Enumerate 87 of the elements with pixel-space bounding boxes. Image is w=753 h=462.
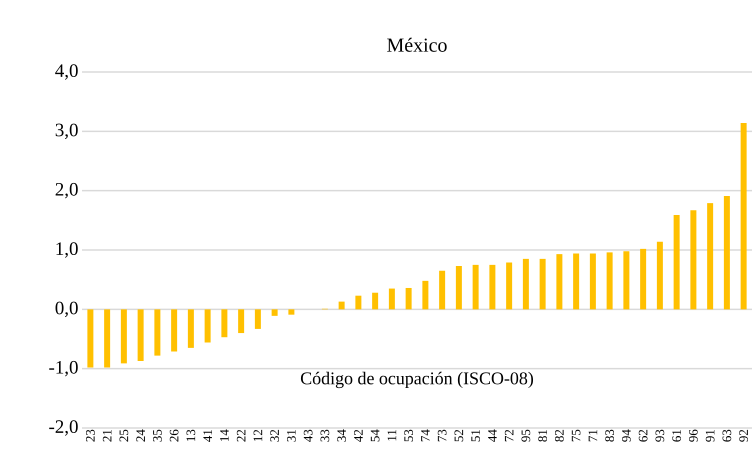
x-tick-label: 71 [588,430,598,442]
x-tick-label: 94 [622,429,631,442]
x-tick-label: 75 [572,430,580,442]
x-tick-label: 96 [689,430,698,442]
x-tick-label: 21 [102,430,112,442]
x-tick-label: 32 [270,430,279,442]
y-tick-label: 3,0 [56,124,78,140]
x-tick-label: 31 [287,430,296,442]
x-tick-label: 22 [236,430,246,442]
bar [204,309,211,343]
bar [522,258,529,310]
bar [439,270,446,310]
bar [656,242,663,310]
x-tick-label: 44 [488,429,497,442]
bar [171,309,178,352]
bar [674,214,680,310]
x-tick-label: 41 [203,430,212,442]
bar [590,254,596,310]
bar [355,296,362,310]
x-tick-label: 61 [672,430,681,442]
bar [740,123,747,310]
x-tick-label: 54 [370,429,380,442]
bar [254,309,261,329]
x-axis-title: Código de ocupación (ISCO-08) [300,372,534,388]
x-tick-label: 92 [739,430,748,442]
x-tick-label: 43 [304,430,312,442]
y-tick-label: -1,0 [49,360,78,376]
chart-title: México [387,38,447,52]
x-tick-label: 51 [471,430,480,442]
x-tick-label: 12 [254,430,262,442]
y-tick-label: 2,0 [56,182,78,198]
bar [606,252,613,310]
x-tick-label: 82 [555,430,564,442]
y-tick-label: -2,0 [49,420,78,436]
bar [372,292,378,310]
bar [388,288,395,310]
x-tick-label: 74 [421,429,430,442]
x-tick-label: 35 [153,430,162,442]
bar [154,309,160,356]
bar [472,264,479,310]
bar [690,210,696,310]
bar [456,266,462,310]
bar [272,309,278,316]
y-tick-label: 0,0 [56,302,78,318]
bar [120,309,127,364]
x-tick-label: 24 [136,429,145,442]
x-tick-label: 33 [320,430,330,442]
x-tick-label: 63 [722,430,732,442]
bar [288,309,294,315]
y-tick-label: 1,0 [56,242,78,258]
bar [489,264,496,310]
bar [104,309,110,368]
x-tick-label: 11 [388,430,396,441]
x-tick-label: 26 [170,430,178,442]
x-tick-label: 52 [454,430,464,442]
bar [540,258,546,310]
x-tick-label: 53 [404,430,413,442]
bar [87,309,94,368]
bar [138,309,144,361]
x-tick-label: 42 [354,430,363,442]
bar [238,309,244,334]
bar [188,309,194,348]
bar [707,203,714,310]
bar [422,280,428,310]
x-tick-label: 13 [186,430,196,442]
bar [506,262,512,310]
x-tick-label: 95 [522,430,530,442]
x-tick-label: 91 [706,430,714,442]
bar [573,254,580,310]
bar [556,254,562,310]
x-tick-label: 93 [656,430,664,442]
x-tick-label: 73 [438,430,446,442]
x-tick-label: 23 [86,430,95,442]
bar [406,288,412,310]
bar [221,309,228,338]
x-tick-label: 14 [220,429,229,442]
x-tick-label: 83 [605,430,614,442]
x-tick-label: 81 [538,430,547,442]
x-tick-label: 34 [337,429,346,442]
y-tick-label: 4,0 [55,64,78,80]
bar [623,251,630,310]
x-tick-label: 62 [638,430,648,442]
bar [338,302,345,310]
x-tick-label: 25 [120,430,128,442]
bar [640,248,646,310]
x-tick-label: 72 [504,430,514,442]
bar [724,196,730,310]
